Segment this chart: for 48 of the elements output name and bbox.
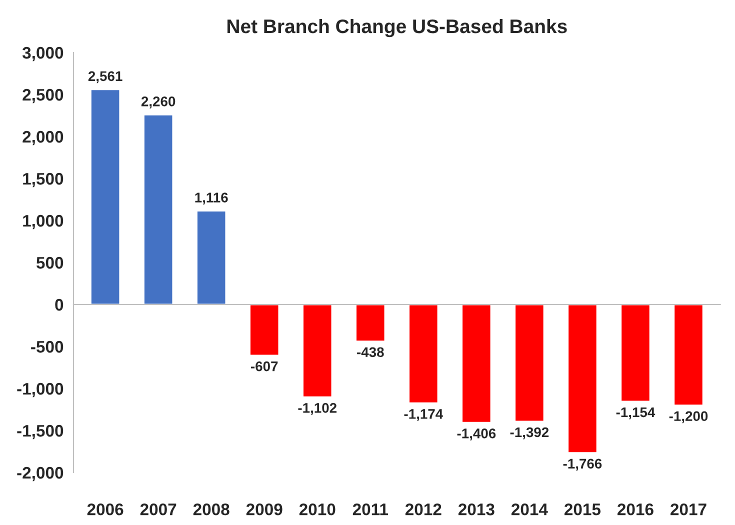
y-tick-label: -1,000: [17, 382, 64, 398]
data-label: -607: [251, 361, 278, 372]
y-tick-label: -2,000: [17, 466, 64, 482]
x-tick-label: 2017: [670, 503, 706, 516]
data-label: -1,102: [298, 402, 337, 415]
x-tick-label: 2009: [246, 503, 282, 516]
y-tick-label: 2,000: [22, 130, 64, 146]
bar: [408, 304, 439, 404]
y-tick-label: 3,000: [22, 46, 64, 62]
x-tick-label: 2008: [193, 503, 230, 516]
bar: [514, 304, 545, 422]
x-tick-label: 2014: [511, 503, 548, 516]
x-tick-label: 2007: [140, 503, 176, 516]
x-tick-label: 2012: [405, 503, 442, 516]
x-tick-label: 2010: [299, 503, 336, 516]
y-tick-label: -1,500: [17, 424, 64, 440]
bar: [143, 114, 174, 306]
x-tick-label: 2006: [87, 503, 124, 516]
bar: [620, 304, 651, 402]
y-tick-label: 2,500: [22, 88, 64, 104]
bar: [461, 304, 492, 424]
y-tick-label: 0: [55, 298, 64, 311]
x-tick-label: 2011: [352, 503, 388, 516]
data-label: -1,392: [510, 427, 549, 440]
data-label: -438: [357, 347, 384, 358]
data-label: -1,174: [404, 409, 444, 421]
x-tick-label: 2015: [564, 503, 601, 516]
bar: [196, 210, 227, 306]
bar: [355, 304, 386, 342]
y-tick-label: 500: [36, 256, 64, 269]
y-tick-label: 1,000: [23, 214, 64, 230]
y-tick-label: -500: [31, 340, 64, 353]
x-tick-label: 2016: [618, 503, 654, 516]
x-tick-label: 2013: [458, 503, 494, 516]
bar: [302, 304, 333, 398]
bar: [249, 304, 280, 356]
y-tick-label: 1,500: [23, 172, 64, 188]
bar: [673, 304, 704, 406]
data-label: -1,200: [669, 411, 708, 424]
data-label: 2,561: [88, 71, 122, 84]
bar: [567, 304, 598, 454]
data-label: -1,766: [563, 458, 602, 471]
data-label: -1,154: [616, 408, 656, 420]
chart-title: Net Branch Change US-Based Banks: [227, 18, 567, 38]
data-label: 1,116: [195, 192, 228, 204]
data-label: -1,406: [457, 428, 496, 440]
bar: [90, 88, 121, 306]
data-label: 2,260: [141, 96, 176, 108]
